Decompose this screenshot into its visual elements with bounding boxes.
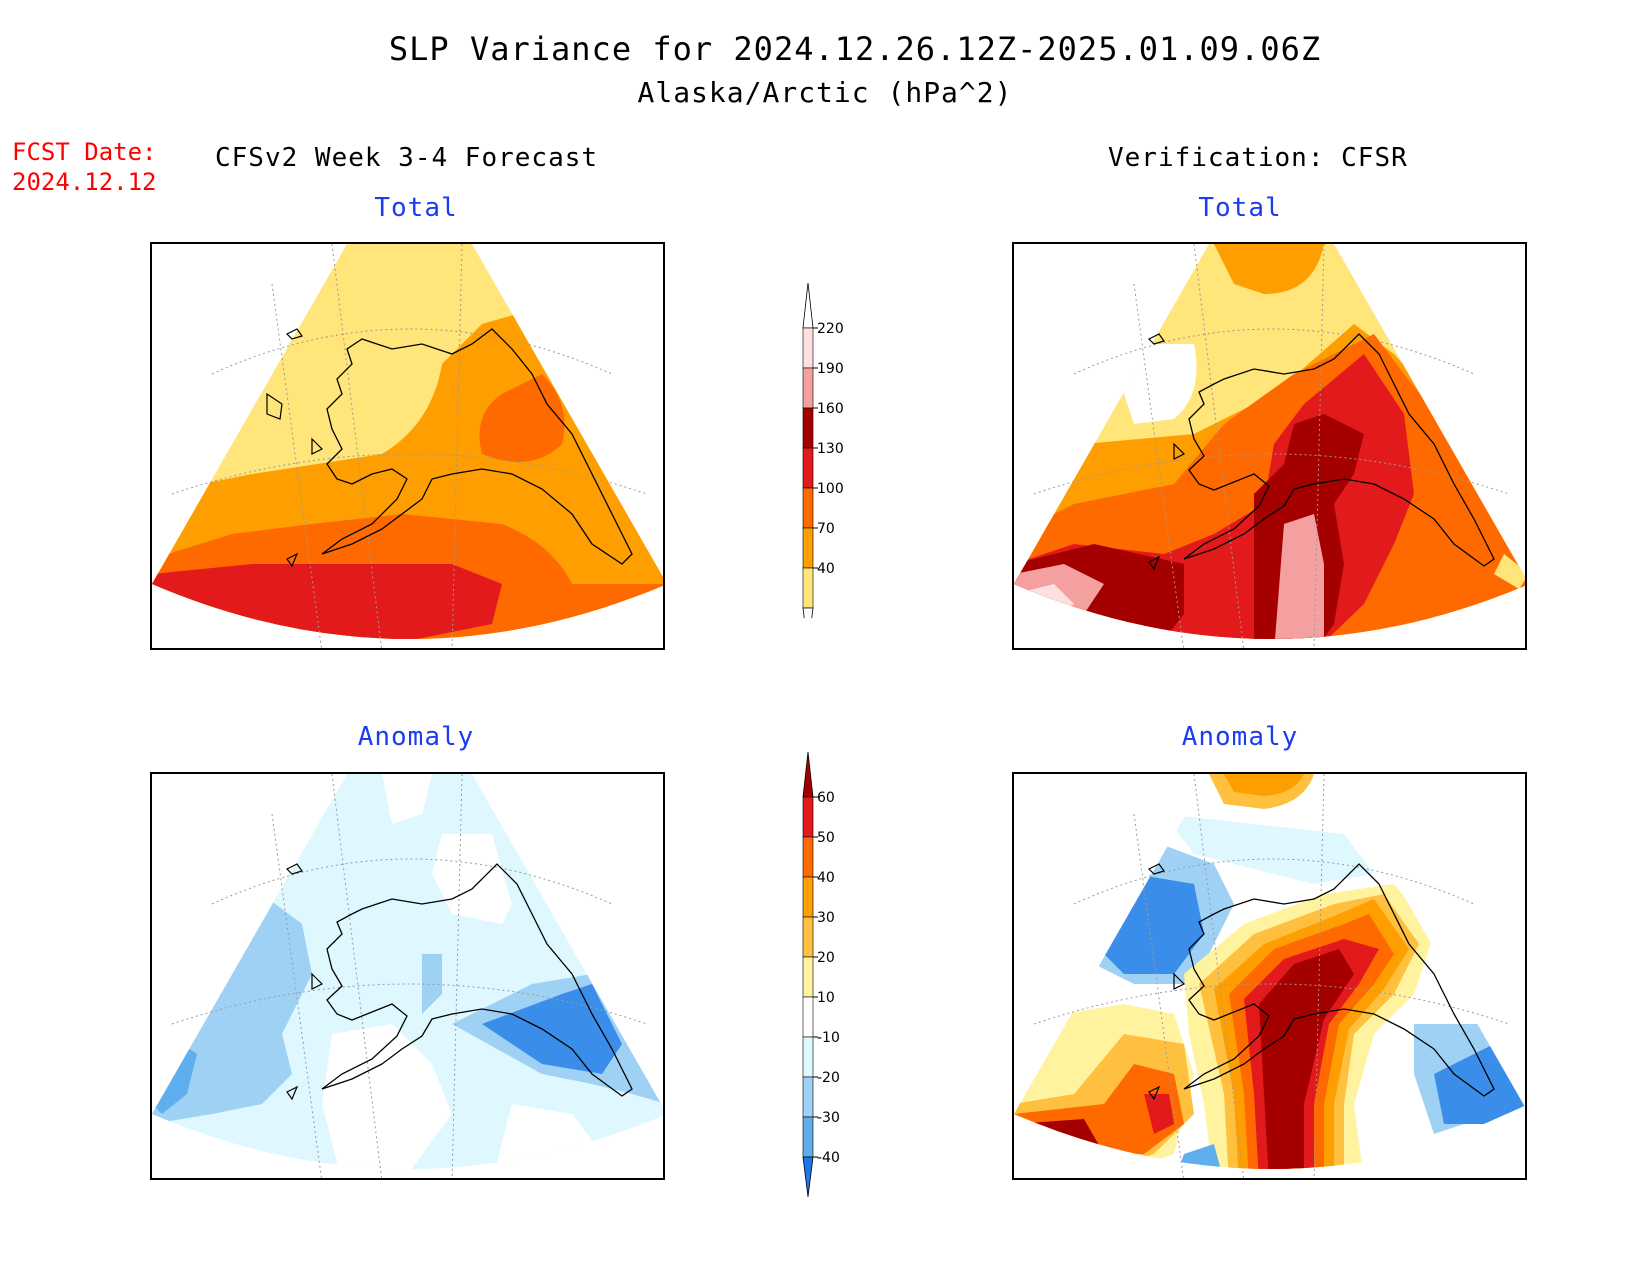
anomaly-colorbar-segment <box>802 1036 814 1078</box>
total-colorbar-top-tip <box>802 283 814 329</box>
verification-column-heading: Verification: CFSR <box>1108 143 1408 173</box>
alaska-coastline <box>321 328 633 565</box>
map-forecast-anomaly <box>150 772 665 1180</box>
map-verification-total <box>1012 242 1527 650</box>
anomaly-colorbar-tick-label: 30 <box>817 910 835 926</box>
map-verification-total-plot <box>1014 244 1525 648</box>
anomaly-colorbar-tick-label: -40 <box>817 1150 840 1166</box>
total-colorbar-segment <box>802 407 814 449</box>
total-colorbar-tick-label: 220 <box>817 321 844 337</box>
anomaly-colorbar-segment <box>802 1116 814 1158</box>
total-colorbar-segment <box>802 527 814 569</box>
total-colorbar-segment <box>802 367 814 409</box>
map-verification-anomaly-plot <box>1014 774 1525 1178</box>
anomaly-colorbar-tick-label: 50 <box>817 830 835 846</box>
anomaly-colorbar: 60 50 40 30 20 10 -10 -20 -30 -40 <box>802 752 840 1197</box>
total-colorbar-tick-label: 100 <box>817 481 844 497</box>
anomaly-colorbar-segment <box>802 876 814 918</box>
anomaly-colorbar-bottom-tip <box>802 1156 814 1197</box>
map-forecast-total <box>150 242 665 650</box>
anomaly-colorbar-tick-label: -30 <box>817 1110 840 1126</box>
total-colorbar-tick-label: 190 <box>817 361 844 377</box>
total-colorbar-segment <box>802 447 814 489</box>
anomaly-colorbar-segment <box>802 836 814 878</box>
anomaly-colorbar-tick-label: 20 <box>817 950 835 966</box>
alaska-coastline <box>1183 863 1495 1097</box>
anomaly-colorbar-segment <box>802 1076 814 1118</box>
panel-title-verification-anomaly: Anomaly <box>1181 722 1299 752</box>
total-colorbar-tick-label: 70 <box>817 521 835 537</box>
total-colorbar: 220 190 160 130 100 70 40 <box>802 283 844 618</box>
chart-title: SLP Variance for 2024.12.26.12Z-2025.01.… <box>388 30 1322 68</box>
anomaly-colorbar-segment <box>802 996 814 1038</box>
alaska-coastline <box>321 863 633 1097</box>
total-colorbar-segment <box>802 487 814 529</box>
total-colorbar-segment <box>802 327 814 369</box>
map-forecast-anomaly-plot <box>152 774 663 1178</box>
alaska-coastline <box>1183 333 1495 567</box>
forecast-date-value: 2024.12.12 <box>12 168 157 196</box>
panel-title-forecast-total: Total <box>374 193 458 223</box>
anomaly-colorbar-tick-label: 60 <box>817 790 835 806</box>
total-colorbar-tick-label: 40 <box>817 561 835 577</box>
forecast-date-block: FCST Date: 2024.12.12 <box>12 137 157 197</box>
anomaly-colorbar-top-tip <box>802 752 814 798</box>
total-colorbar-bottom-tip <box>802 607 814 618</box>
panel-title-forecast-anomaly: Anomaly <box>357 722 475 752</box>
map-forecast-total-plot <box>152 244 663 648</box>
anomaly-colorbar-segment <box>802 796 814 838</box>
total-colorbar-tick-label: 130 <box>817 441 844 457</box>
total-colorbar-segment <box>802 567 814 609</box>
anomaly-colorbar-tick-label: 40 <box>817 870 835 886</box>
map-verification-anomaly <box>1012 772 1527 1180</box>
anomaly-colorbar-tick-label: -10 <box>817 1030 840 1046</box>
anomaly-colorbar-tick-label: 10 <box>817 990 835 1006</box>
chart-subtitle: Alaska/Arctic (hPa^2) <box>637 76 1013 109</box>
panel-title-verification-total: Total <box>1198 193 1282 223</box>
total-colorbar-tick-label: 160 <box>817 401 844 417</box>
forecast-column-heading: CFSv2 Week 3-4 Forecast <box>215 143 599 173</box>
anomaly-colorbar-tick-label: -20 <box>817 1070 840 1086</box>
anomaly-colorbar-segment <box>802 956 814 998</box>
forecast-date-label: FCST Date: <box>12 138 157 166</box>
anomaly-colorbar-segment <box>802 916 814 958</box>
